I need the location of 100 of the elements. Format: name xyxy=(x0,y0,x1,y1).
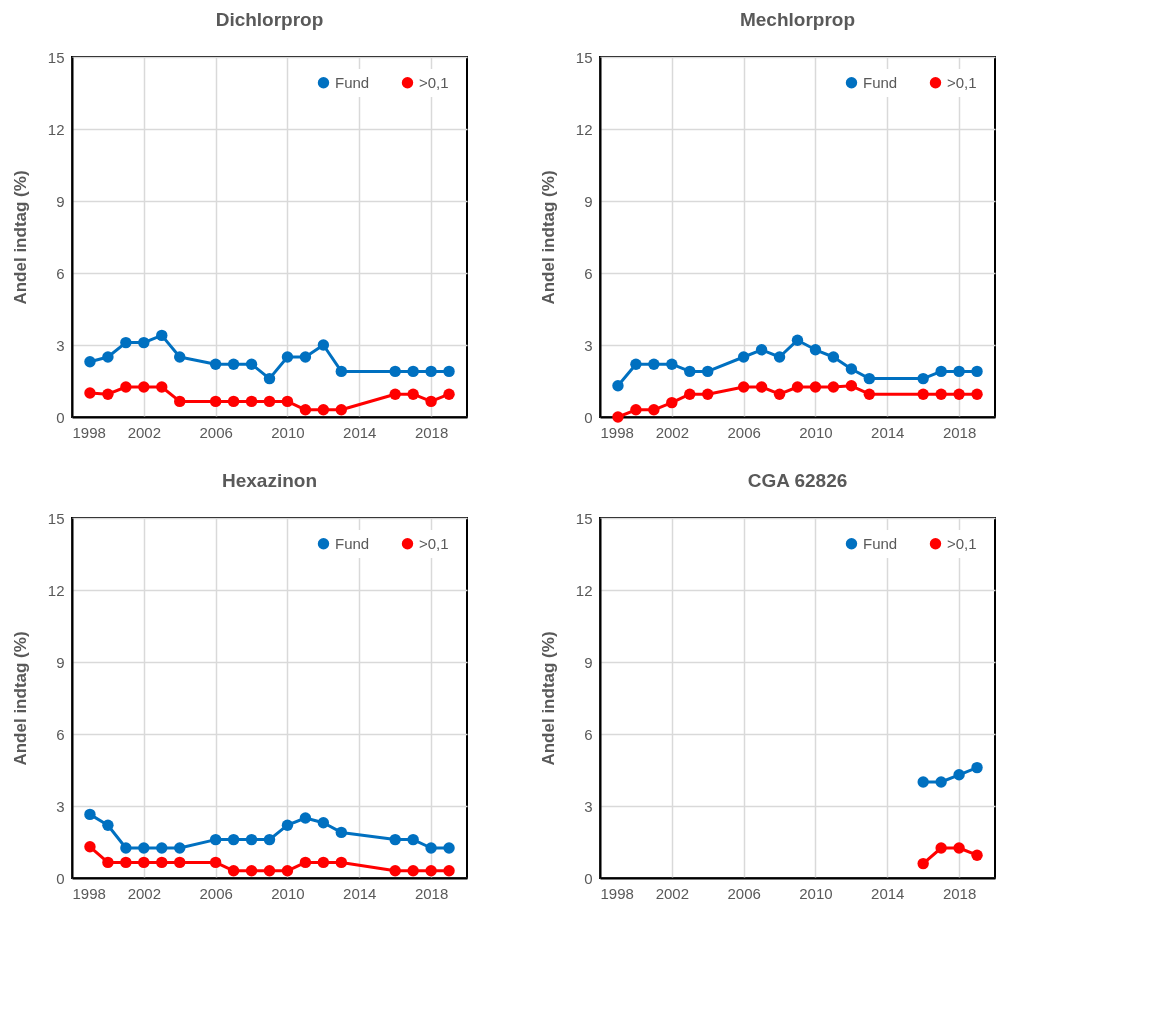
point xyxy=(102,856,114,869)
x-tick-label: 2006 xyxy=(727,884,761,902)
point xyxy=(209,358,222,370)
point xyxy=(953,365,965,378)
point xyxy=(263,833,276,846)
point xyxy=(755,381,768,393)
point xyxy=(612,380,624,392)
chart-title: Dichlorprop xyxy=(215,9,324,30)
x-tick-label: 2006 xyxy=(199,884,233,902)
point xyxy=(953,769,965,781)
point xyxy=(317,856,330,869)
x-tick-label: 2014 xyxy=(871,423,905,441)
point xyxy=(281,351,294,363)
x-tick-label: 1998 xyxy=(600,884,634,902)
point xyxy=(425,395,437,408)
point xyxy=(84,387,96,399)
x-tick-label: 2010 xyxy=(799,884,833,902)
y-tick-label: 3 xyxy=(56,336,65,354)
point xyxy=(317,404,330,416)
point xyxy=(684,365,696,378)
point xyxy=(971,365,983,378)
x-tick-label: 1998 xyxy=(72,884,106,902)
point xyxy=(971,849,983,861)
point xyxy=(389,865,401,877)
point xyxy=(335,404,348,416)
point xyxy=(917,372,929,385)
point xyxy=(845,380,858,392)
point xyxy=(407,833,419,846)
point xyxy=(245,833,258,846)
point xyxy=(156,842,168,854)
y-tick-label: 15 xyxy=(575,48,593,66)
point xyxy=(389,388,401,400)
point xyxy=(773,388,786,400)
point xyxy=(317,817,330,829)
point xyxy=(102,388,114,400)
y-tick-label: 9 xyxy=(56,653,65,671)
point xyxy=(227,358,240,370)
point xyxy=(443,365,455,378)
point xyxy=(971,388,983,400)
point xyxy=(245,865,258,877)
y-tick-label: 12 xyxy=(47,120,65,138)
chart-title: Hexazinon xyxy=(221,470,318,491)
point xyxy=(263,865,276,877)
point xyxy=(138,856,150,869)
point xyxy=(102,351,114,363)
y-axis-title: Andel indtag (%) xyxy=(10,170,30,305)
point xyxy=(935,365,947,378)
legend-label: >0,1 xyxy=(947,534,977,552)
point xyxy=(281,395,294,408)
point xyxy=(648,358,660,370)
point xyxy=(174,351,186,363)
point xyxy=(245,395,258,408)
point xyxy=(407,365,419,378)
x-tick-label: 2018 xyxy=(942,423,977,441)
point xyxy=(443,388,455,400)
y-axis-title: Andel indtag (%) xyxy=(10,631,30,766)
point xyxy=(138,842,150,854)
y-tick-label: 6 xyxy=(56,725,65,743)
x-tick-label: 2014 xyxy=(871,884,905,902)
point xyxy=(120,336,132,349)
point xyxy=(425,865,437,877)
point xyxy=(84,808,96,821)
point xyxy=(120,856,132,869)
point xyxy=(227,395,240,408)
y-tick-label: 12 xyxy=(575,120,593,138)
point xyxy=(156,329,168,342)
x-tick-label: 2018 xyxy=(414,884,449,902)
point xyxy=(425,842,437,854)
point xyxy=(684,388,696,400)
legend-label: >0,1 xyxy=(419,534,449,552)
y-axis-title: Andel indtag (%) xyxy=(538,631,558,766)
point xyxy=(666,358,678,370)
legend-label: Fund xyxy=(335,73,370,91)
point xyxy=(174,856,186,869)
point xyxy=(953,842,965,854)
point xyxy=(791,334,804,346)
chart-title: Mechlorprop xyxy=(739,9,856,30)
x-tick-label: 2010 xyxy=(271,884,305,902)
point xyxy=(317,339,330,351)
point xyxy=(84,356,96,368)
point xyxy=(281,865,294,877)
point xyxy=(953,388,965,400)
y-tick-label: 9 xyxy=(56,192,65,210)
point xyxy=(389,365,401,378)
legend-label: Fund xyxy=(335,534,370,552)
point xyxy=(299,856,312,869)
y-tick-label: 6 xyxy=(584,725,593,743)
x-tick-label: 2006 xyxy=(727,423,761,441)
x-tick-label: 2002 xyxy=(127,884,162,902)
point xyxy=(174,842,186,854)
point xyxy=(102,819,114,831)
point xyxy=(443,842,455,854)
point xyxy=(335,856,348,869)
point xyxy=(666,396,678,409)
legend-label: >0,1 xyxy=(947,73,977,91)
y-tick-label: 0 xyxy=(56,408,65,426)
point xyxy=(227,865,240,877)
y-tick-label: 9 xyxy=(584,653,593,671)
point xyxy=(281,819,294,831)
x-tick-label: 2010 xyxy=(799,423,833,441)
